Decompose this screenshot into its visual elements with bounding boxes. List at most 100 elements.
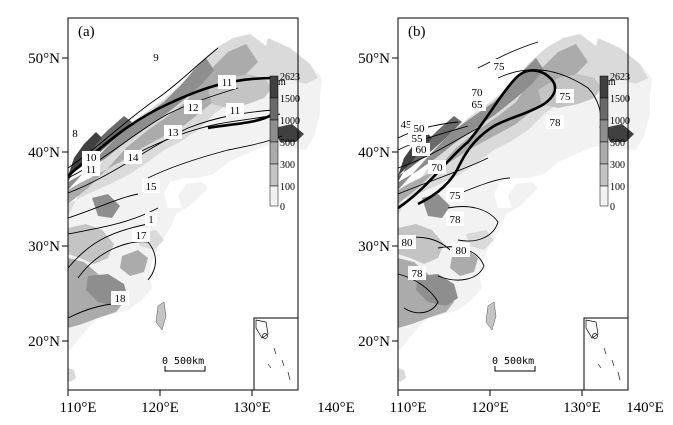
svg-text:80: 80 (402, 237, 414, 249)
legend-swatch (269, 163, 279, 187)
contour-label: 80 (452, 243, 470, 257)
panel-b-legend: m 2623 1500 1000 500 300 100 0 (599, 72, 630, 213)
svg-text:18: 18 (115, 293, 127, 305)
panel-b: 75 70 65 75 78 45 50 55 60 70 75 78 80 8… (397, 17, 653, 391)
legend-tick: 0 (610, 202, 615, 213)
panel-a-contour-labels: 9 11 11 12 13 8 10 11 14 15 1 17 18 (68, 50, 244, 305)
legend-swatch (269, 141, 279, 165)
svg-text:45: 45 (401, 119, 413, 131)
legend-unit: m (278, 77, 286, 88)
contour-label: 18 (111, 291, 129, 305)
legend-tick: 1000 (610, 116, 630, 127)
legend-swatch (599, 163, 609, 187)
panel-b-scale-bar: 0 500km (492, 356, 536, 372)
legend-swatch (599, 97, 609, 121)
contour-label: 11 (226, 103, 244, 117)
contour-label: 70 (468, 86, 486, 99)
svg-text:11: 11 (86, 164, 97, 176)
legend-tick: 300 (280, 160, 295, 171)
legend-swatch (269, 185, 279, 207)
legend-tick: 1500 (610, 94, 630, 105)
legend-tick: 2623 (610, 72, 630, 83)
x-tick-label: 120°E (471, 400, 509, 416)
svg-text:78: 78 (550, 117, 562, 129)
legend-tick: 300 (610, 160, 625, 171)
svg-text:11: 11 (222, 77, 233, 89)
legend-swatch (599, 141, 609, 165)
contour-label: 50 (410, 122, 428, 135)
scale-length: 500km (174, 356, 204, 367)
contour-label: 13 (164, 125, 182, 139)
contour-label: 78 (408, 266, 426, 280)
scale-length: 500km (504, 356, 534, 367)
svg-text:12: 12 (188, 102, 199, 114)
x-tick-labels-right: 110°E 120°E 130°E 140°E (389, 400, 663, 416)
panel-b-frame (397, 17, 629, 391)
y-tick-label: 40°N (28, 145, 60, 161)
scale-zero: 0 (492, 356, 498, 367)
x-tick-label: 140°E (317, 400, 355, 416)
svg-text:14: 14 (128, 152, 140, 164)
panel-a-inset-map (253, 317, 299, 391)
x-tick-label: 110°E (59, 400, 96, 416)
legend-swatch (269, 75, 279, 99)
contour-label: 12 (184, 100, 202, 114)
svg-text:10: 10 (86, 152, 98, 164)
legend-tick: 0 (280, 202, 285, 213)
panel-a: 9 11 11 12 13 8 10 11 14 15 1 17 18 (a) … (67, 17, 323, 391)
svg-text:15: 15 (146, 181, 158, 193)
legend-tick: 1000 (280, 116, 300, 127)
panel-b-thick-contour (397, 69, 557, 210)
contour-label: 9 (149, 50, 163, 64)
y-axis-right (392, 57, 398, 342)
contour-label: 70 (428, 160, 446, 174)
legend-tick: 1500 (280, 94, 300, 105)
legend-tick: 500 (280, 138, 295, 149)
x-axis-right (397, 390, 583, 396)
svg-text:50: 50 (414, 123, 426, 135)
contour-label: 78 (546, 115, 564, 129)
contour-label: 75 (490, 59, 508, 73)
panel-a-scale-bar: 0 500km (162, 356, 206, 372)
contour-label: 8 (68, 126, 82, 140)
svg-text:17: 17 (136, 230, 148, 242)
svg-text:65: 65 (472, 99, 484, 111)
contour-label: 1 (145, 212, 157, 226)
contour-label: 80 (398, 235, 416, 249)
svg-text:78: 78 (450, 214, 462, 226)
panel-b-contour-labels: 75 70 65 75 78 45 50 55 60 70 75 78 80 8… (398, 59, 574, 280)
contour-label: 75 (556, 89, 574, 103)
svg-text:9: 9 (153, 52, 159, 64)
legend-swatch (269, 97, 279, 121)
svg-text:13: 13 (168, 127, 180, 139)
x-tick-label: 130°E (563, 400, 601, 416)
legend-swatch (599, 119, 609, 143)
y-tick-label: 30°N (28, 239, 60, 255)
panel-a-frame (67, 17, 299, 391)
contour-label: 17 (132, 228, 150, 242)
panel-a-thick-contour-2 (207, 112, 274, 130)
contour-label: 14 (124, 150, 142, 164)
svg-text:75: 75 (494, 61, 506, 73)
legend-unit: m (608, 77, 616, 88)
y-tick-labels-right: 50°N 40°N 30°N 20°N (358, 51, 390, 350)
legend-swatch (599, 75, 609, 99)
svg-text:78: 78 (412, 268, 424, 280)
x-axis-left (67, 390, 253, 396)
y-tick-label: 40°N (358, 145, 390, 161)
svg-text:1: 1 (148, 214, 154, 226)
panel-b-inset-map (583, 317, 629, 391)
y-tick-label: 20°N (358, 334, 390, 350)
contour-label: 11 (218, 75, 236, 89)
contour-label: 10 (82, 151, 100, 164)
panel-b-label: (b) (408, 24, 426, 40)
x-tick-labels-left: 110°E 120°E 130°E 140°E (59, 400, 354, 416)
svg-text:70: 70 (472, 87, 484, 99)
legend-tick: 100 (610, 182, 625, 193)
svg-text:70: 70 (432, 162, 444, 174)
contour-label: 65 (468, 98, 486, 111)
contour-label: 60 (412, 143, 430, 156)
svg-text:60: 60 (416, 144, 428, 156)
x-tick-label: 140°E (626, 400, 664, 416)
